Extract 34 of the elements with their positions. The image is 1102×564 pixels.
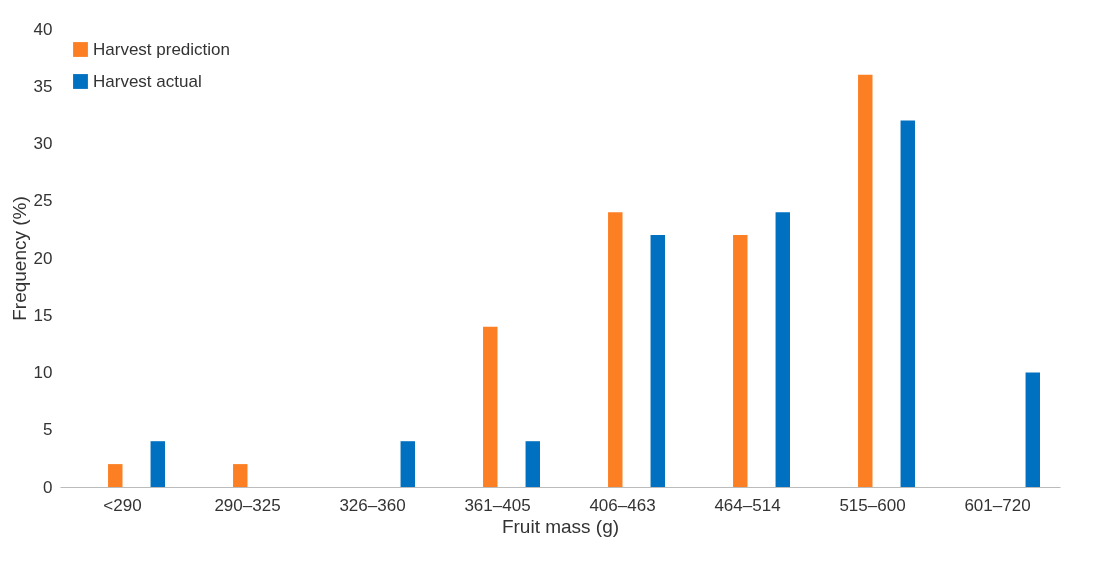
y-tick-label: 30 (33, 134, 53, 153)
legend-label: Harvest prediction (93, 39, 231, 59)
y-tick-label: 35 (33, 76, 53, 96)
y-tick-label: 20 (33, 248, 53, 268)
bar (483, 326, 498, 487)
bar (150, 441, 165, 487)
y-tick-label: 40 (33, 19, 53, 39)
legend-label: Harvest actual (93, 71, 202, 91)
x-tick-label: 515–600 (839, 495, 906, 515)
x-tick-label: 406–463 (589, 495, 656, 515)
bar (400, 441, 415, 487)
bar (733, 235, 748, 487)
y-tick-label: 25 (33, 191, 53, 211)
y-tick-label: 5 (43, 420, 53, 440)
x-tick-label: 464–514 (714, 495, 781, 515)
bar (608, 212, 623, 487)
x-tick-label: <290 (103, 495, 142, 515)
x-tick-label: 326–360 (339, 495, 406, 515)
bar (1025, 372, 1040, 487)
y-tick-label: 15 (33, 305, 53, 325)
bar (108, 464, 123, 487)
y-tick-label: 10 (33, 363, 53, 382)
bar (650, 235, 665, 487)
y-tick-label: 0 (43, 477, 53, 497)
y-axis-title: Frequency (%) (8, 196, 30, 321)
x-tick-label: 290–325 (214, 495, 281, 515)
bar (775, 212, 790, 487)
bar (233, 464, 248, 487)
bar (525, 441, 540, 487)
bar (900, 120, 915, 487)
x-tick-label: 601–720 (964, 495, 1031, 515)
x-axis-title: Fruit mass (g) (501, 515, 620, 537)
x-tick-label: 361–405 (464, 495, 531, 515)
bar (858, 74, 873, 487)
